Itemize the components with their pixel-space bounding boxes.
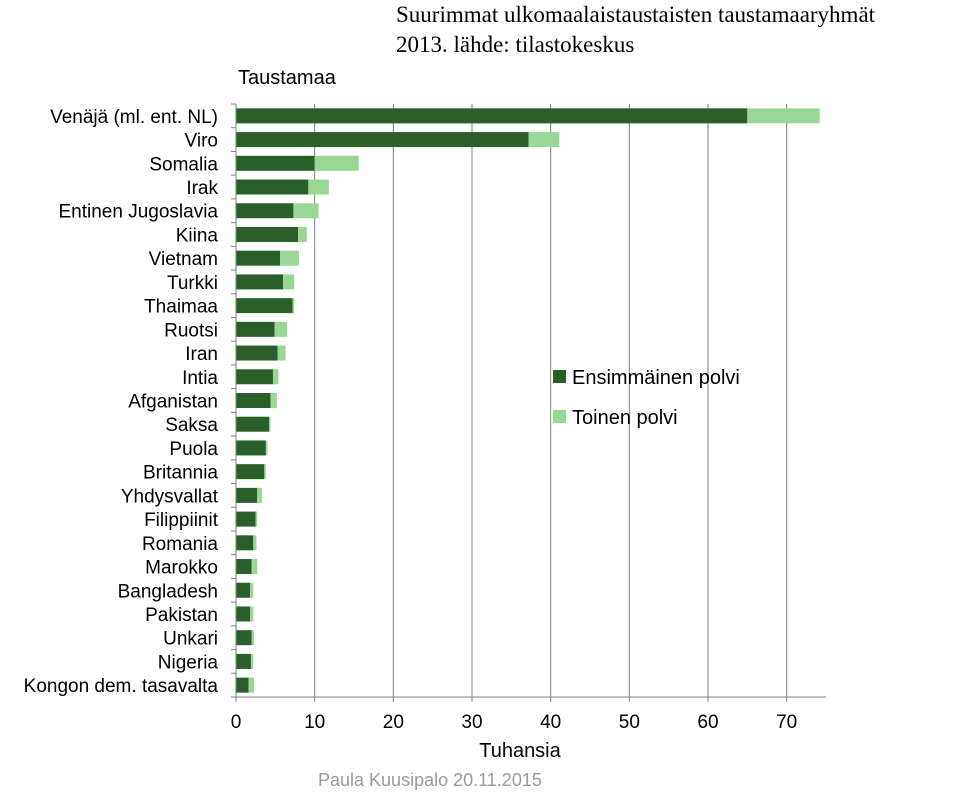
x-tick-label-70: 70 — [776, 712, 797, 733]
bar-second-17 — [255, 511, 258, 527]
bar-first-4 — [236, 203, 294, 219]
bar-second-13 — [269, 416, 271, 432]
bar-first-19 — [236, 559, 252, 575]
bar-second-22 — [251, 630, 255, 646]
category-label-5: Kiina — [176, 225, 219, 246]
bar-second-7 — [283, 274, 295, 290]
bar-second-24 — [248, 677, 255, 693]
category-label-2: Somalia — [149, 154, 218, 175]
title-line-2: 2013. lähde: tilastokeskus — [396, 32, 635, 57]
category-label-10: Iran — [185, 344, 218, 365]
category-label-8: Thaimaa — [144, 297, 218, 318]
category-label-24: Kongon dem. tasavalta — [24, 676, 219, 697]
category-label-23: Nigeria — [158, 652, 219, 673]
category-label-16: Yhdysvallat — [121, 486, 219, 507]
bar-first-18 — [236, 535, 254, 551]
category-axis-title: Taustamaa — [238, 67, 337, 89]
bar-first-14 — [236, 440, 266, 456]
bar-second-0 — [747, 108, 820, 124]
bar-first-24 — [236, 677, 249, 693]
category-label-1: Viro — [185, 131, 218, 152]
category-label-3: Irak — [186, 178, 218, 199]
x-tick-label-50: 50 — [619, 712, 640, 733]
x-tick-label-40: 40 — [540, 712, 561, 733]
category-label-13: Saksa — [165, 415, 218, 436]
bar-first-20 — [236, 582, 251, 598]
category-label-17: Filippiinit — [144, 510, 219, 531]
bar-first-2 — [236, 155, 315, 171]
bar-second-14 — [265, 440, 268, 456]
bar-second-1 — [528, 132, 560, 148]
category-label-14: Puola — [169, 439, 218, 460]
bar-first-10 — [236, 345, 278, 361]
category-label-21: Pakistan — [145, 605, 218, 626]
category-label-19: Marokko — [145, 558, 218, 579]
bar-first-8 — [236, 298, 293, 314]
category-label-15: Britannia — [143, 463, 218, 484]
bar-second-2 — [314, 155, 359, 171]
bar-second-23 — [250, 653, 254, 669]
x-axis-title: Tuhansia — [479, 740, 561, 762]
bar-first-21 — [236, 606, 251, 622]
bar-second-6 — [280, 250, 299, 266]
x-tick-label-20: 20 — [383, 712, 404, 733]
bar-second-10 — [277, 345, 286, 361]
category-label-18: Romania — [142, 534, 218, 555]
category-label-11: Intia — [182, 368, 218, 389]
bar-first-3 — [236, 179, 309, 195]
bar-second-21 — [250, 606, 254, 622]
category-label-4: Entinen Jugoslavia — [59, 202, 219, 223]
bar-first-22 — [236, 630, 252, 646]
bar-first-16 — [236, 487, 258, 503]
legend-label-first: Ensimmäinen polvi — [572, 367, 740, 389]
bar-first-15 — [236, 464, 265, 480]
bar-second-18 — [253, 535, 257, 551]
legend-swatch-first — [553, 370, 566, 383]
title-line-1: Suurimmat ulkomaalaistaustaisten taustam… — [396, 2, 876, 27]
bar-first-13 — [236, 416, 270, 432]
bar-second-5 — [298, 226, 307, 242]
bar-second-9 — [274, 321, 288, 337]
bar-first-12 — [236, 393, 271, 408]
category-label-22: Unkari — [163, 629, 218, 650]
category-label-20: Bangladesh — [118, 581, 218, 602]
bar-first-7 — [236, 274, 284, 290]
bar-second-19 — [251, 559, 258, 575]
bar-second-4 — [293, 203, 319, 219]
slide-title: Suurimmat ulkomaalaistaustaisten taustam… — [396, 0, 960, 60]
bar-second-11 — [272, 369, 279, 385]
category-label-12: Afganistan — [128, 392, 218, 413]
bar-first-11 — [236, 369, 273, 385]
bar-first-17 — [236, 511, 256, 527]
x-tick-label-60: 60 — [697, 712, 718, 733]
bar-first-5 — [236, 226, 299, 242]
legend-label-second: Toinen polvi — [572, 407, 678, 429]
bar-second-15 — [264, 464, 266, 480]
category-label-7: Turkki — [167, 273, 218, 294]
x-tick-label-30: 30 — [461, 712, 482, 733]
category-label-0: Venäjä (ml. ent. NL) — [50, 107, 218, 128]
bar-first-0 — [236, 108, 748, 124]
bar-second-3 — [308, 179, 329, 195]
x-tick-label-0: 0 — [231, 712, 242, 733]
bar-first-23 — [236, 653, 251, 669]
bar-first-6 — [236, 250, 281, 266]
bar-second-12 — [270, 393, 277, 408]
bar-second-20 — [250, 582, 254, 598]
category-label-6: Vietnam — [149, 249, 218, 270]
legend-swatch-second — [553, 410, 566, 423]
bar-second-8 — [292, 298, 295, 314]
footer-author-date: Paula Kuusipalo 20.11.2015 — [318, 770, 542, 790]
x-tick-label-10: 10 — [304, 712, 325, 733]
bar-second-16 — [257, 487, 262, 503]
bar-first-9 — [236, 321, 275, 337]
category-label-9: Ruotsi — [164, 320, 218, 341]
bar-first-1 — [236, 132, 529, 148]
